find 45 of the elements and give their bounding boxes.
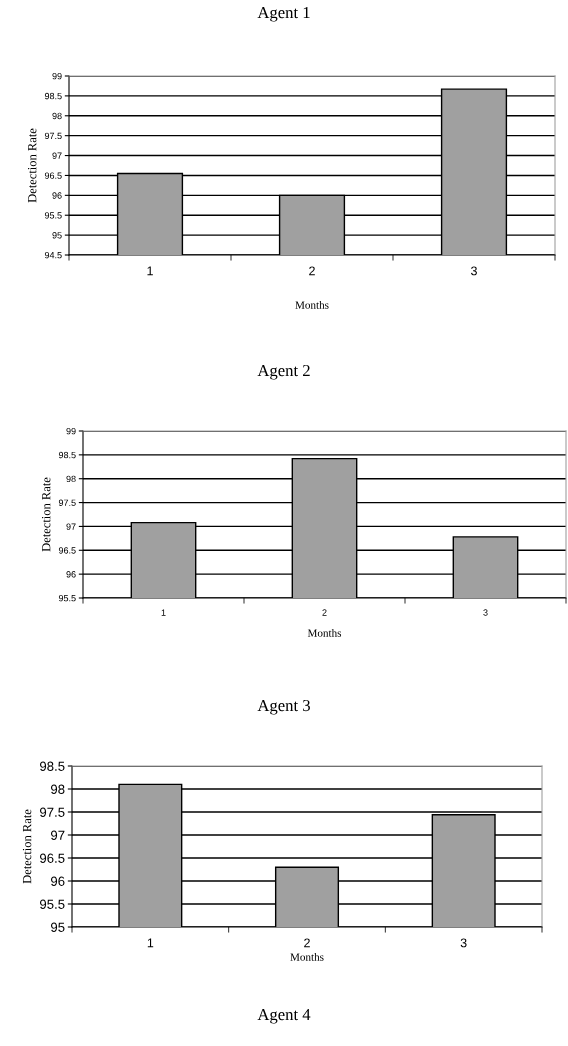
y-tick-label: 98 bbox=[52, 112, 62, 120]
y-tick-label: 96.5 bbox=[58, 547, 76, 554]
y-tick-label: 97.5 bbox=[40, 807, 65, 817]
y-tick-label: 95.5 bbox=[40, 899, 65, 909]
y-tick-label: 96 bbox=[66, 571, 76, 578]
x-axis-title: Months bbox=[295, 300, 329, 309]
y-tick-label: 99 bbox=[52, 72, 62, 80]
x-axis-title: Months bbox=[290, 952, 324, 961]
x-tick-label: 2 bbox=[322, 609, 327, 616]
x-tick-label: 3 bbox=[471, 266, 477, 276]
y-tick-label: 98 bbox=[66, 475, 76, 483]
y-axis-title: Detection Rate bbox=[41, 477, 51, 552]
y-tick-label: 96 bbox=[52, 192, 62, 199]
x-tick-label: 1 bbox=[147, 938, 154, 948]
y-tick-label: 97.5 bbox=[44, 132, 62, 140]
x-tick-label: 1 bbox=[147, 266, 153, 276]
chart-title: Agent 2 bbox=[257, 364, 310, 380]
y-tick-label: 97 bbox=[66, 523, 76, 530]
y-tick-label: 94.5 bbox=[44, 251, 62, 259]
y-tick-label: 97.5 bbox=[58, 499, 76, 506]
x-tick-label: 2 bbox=[309, 266, 315, 276]
x-axis-title: Months bbox=[307, 628, 342, 637]
y-axis-title: Detection Rate bbox=[27, 128, 37, 203]
y-tick-label: 97 bbox=[52, 152, 62, 159]
x-tick-label: 2 bbox=[304, 938, 310, 948]
chart-title: Agent 3 bbox=[257, 699, 310, 715]
chart-title: Agent 1 bbox=[257, 6, 310, 22]
y-tick-label: 98 bbox=[51, 784, 65, 794]
text: Agent 4 bbox=[257, 1008, 311, 1024]
y-tick-label: 95 bbox=[51, 922, 65, 932]
y-tick-label: 98.5 bbox=[44, 92, 62, 100]
y-tick-label: 95.5 bbox=[44, 212, 62, 219]
y-tick-label: 95.5 bbox=[58, 594, 76, 602]
y-tick-label: 96.5 bbox=[40, 853, 65, 863]
y-tick-label: 99 bbox=[66, 427, 76, 435]
y-tick-label: 96.5 bbox=[44, 172, 62, 179]
y-tick-label: 98.5 bbox=[58, 451, 76, 459]
x-tick-label: 3 bbox=[483, 609, 488, 616]
y-tick-label: 95 bbox=[52, 232, 62, 239]
x-tick-label: 3 bbox=[460, 938, 467, 948]
y-axis-title: Detection Rate bbox=[22, 809, 32, 884]
y-tick-label: 96 bbox=[51, 876, 65, 886]
x-tick-label: 1 bbox=[161, 609, 166, 616]
y-tick-label: 98.5 bbox=[40, 761, 65, 771]
y-tick-label: 97 bbox=[51, 830, 65, 840]
